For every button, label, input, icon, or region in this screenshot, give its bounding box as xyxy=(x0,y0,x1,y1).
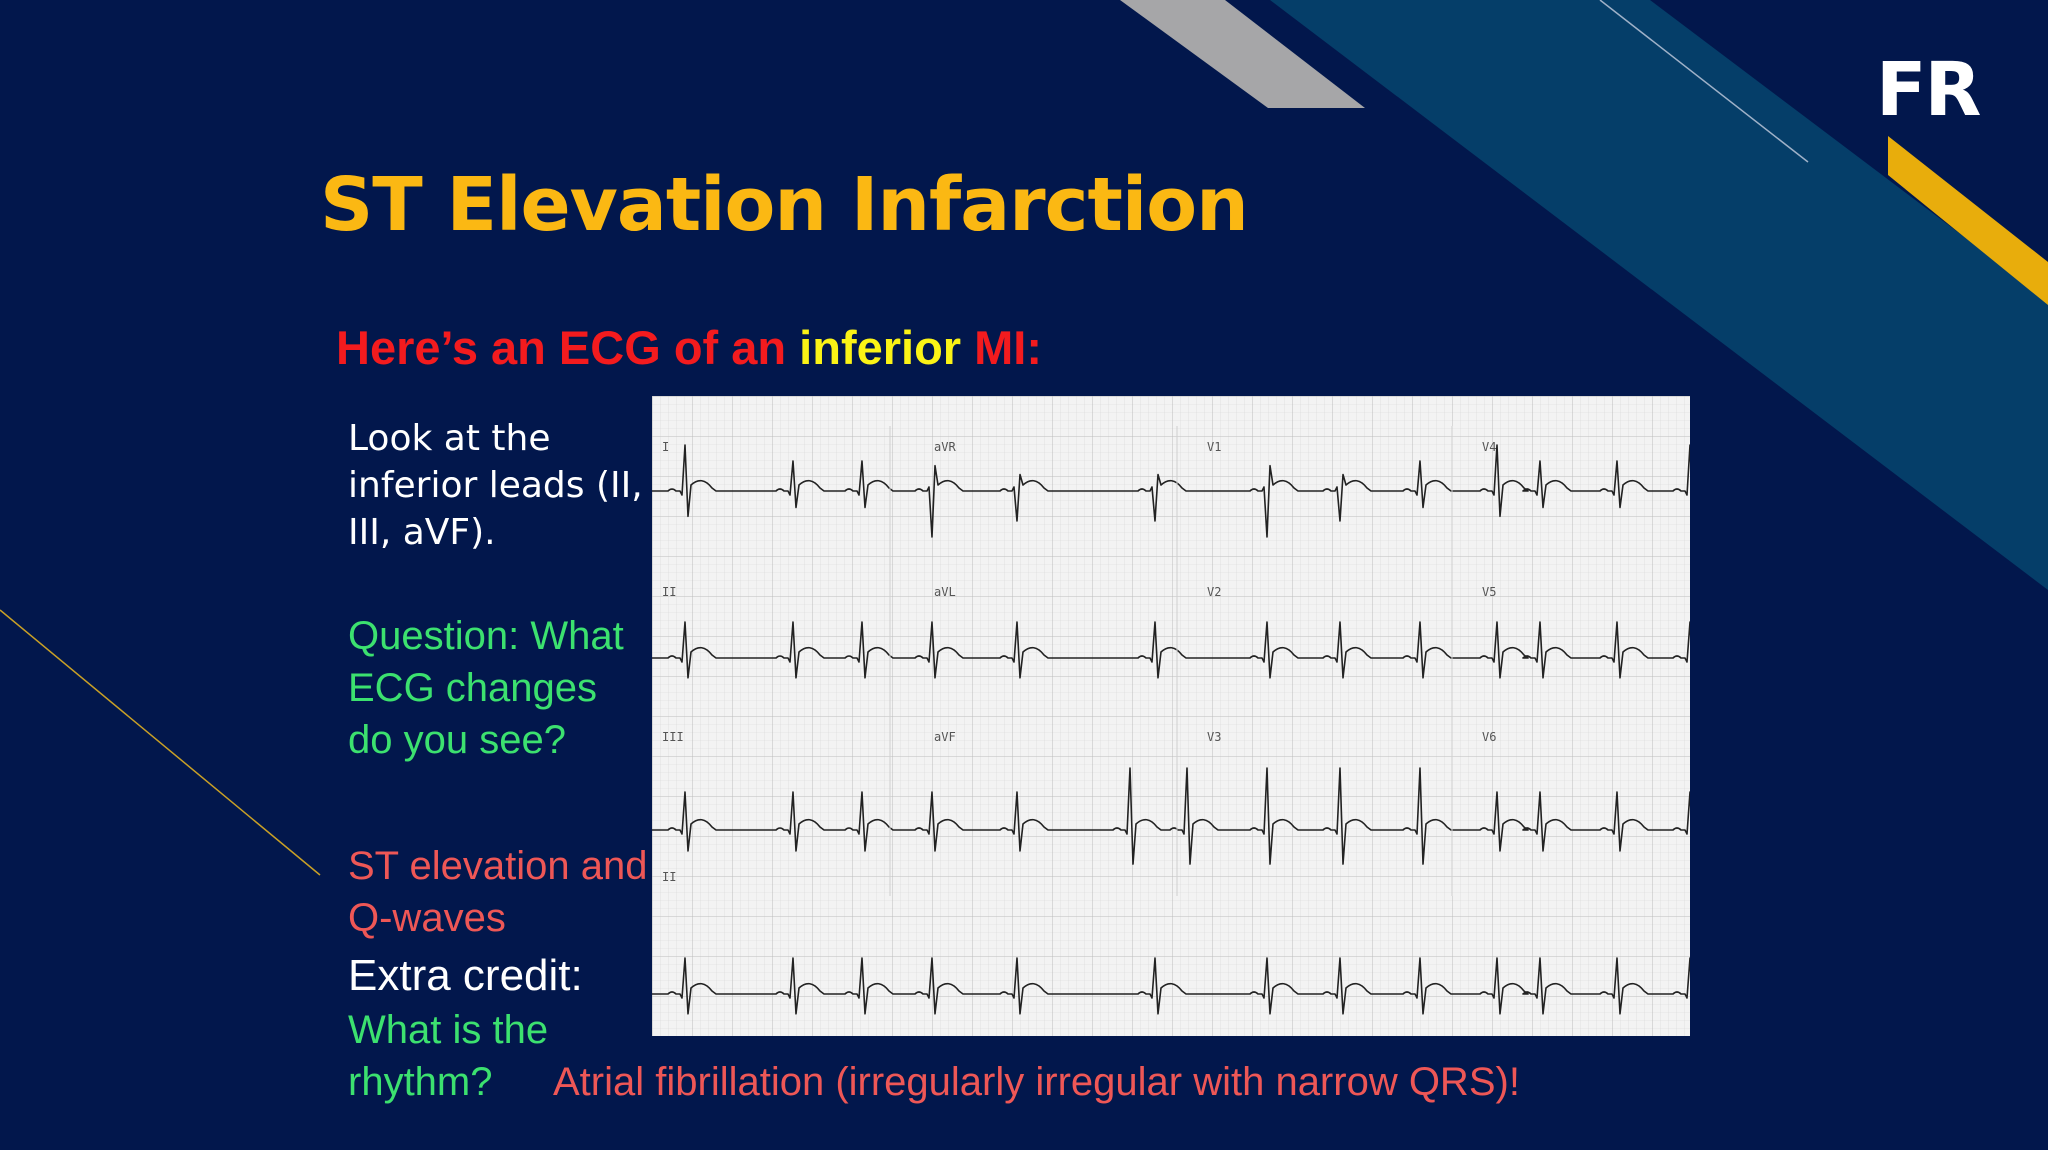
rhythm-answer: Atrial fibrillation (irregularly irregul… xyxy=(553,1060,1520,1104)
ecg-lead-label: V6 xyxy=(1482,730,1496,744)
ecg-lead-label: V2 xyxy=(1207,585,1221,599)
ecg-lead-label: aVR xyxy=(934,440,956,454)
slide-subtitle: Here’s an ECG of an inferior MI: xyxy=(336,318,1042,378)
ecg-trace-row-3 xyxy=(652,767,1690,865)
ecg-lead-label: I xyxy=(662,440,669,454)
ecg-trace-row-2 xyxy=(652,621,1690,679)
thin-line-top xyxy=(1599,0,1809,163)
ecg-traces xyxy=(652,426,1690,1015)
ecg-lead-label: V5 xyxy=(1482,585,1496,599)
extra-credit-label: Extra credit: xyxy=(348,951,583,1000)
gold-stripe-shape xyxy=(1888,136,2048,305)
ecg-trace-row-4 xyxy=(652,957,1690,1015)
slide-title: ST Elevation Infarction xyxy=(320,162,1249,248)
subtitle-part-2: inferior xyxy=(799,321,962,374)
answer-text: ST elevation and Q-waves xyxy=(348,844,648,940)
instructions-text: Look at the inferior leads (II, III, aVF… xyxy=(348,418,643,553)
ecg-grid xyxy=(652,396,1690,1036)
ecg-lead-label: V3 xyxy=(1207,730,1221,744)
ecg-lead-label: aVL xyxy=(934,585,956,599)
ecg-lead-label: V1 xyxy=(1207,440,1221,454)
ecg-lead-label: II xyxy=(662,870,676,884)
ecg-lead-label: II xyxy=(662,585,676,599)
fr-logo: FR xyxy=(1876,47,1982,133)
subtitle-part-3: MI: xyxy=(961,321,1043,374)
ecg-trace-row-1 xyxy=(652,444,1690,538)
question-text: Question: What ECG changes do you see? xyxy=(348,614,624,762)
subtitle-part-1: Here’s an ECG of an xyxy=(336,321,800,374)
gold-line-left xyxy=(0,609,321,876)
teal-band-shape xyxy=(1270,0,2048,590)
ecg-lead-label: V4 xyxy=(1482,440,1496,454)
ecg-lead-label: aVF xyxy=(934,730,956,744)
gray-band-shape xyxy=(1120,0,1365,108)
ecg-lead-label: III xyxy=(662,730,684,744)
rhythm-question: What is the rhythm? xyxy=(348,1008,549,1104)
